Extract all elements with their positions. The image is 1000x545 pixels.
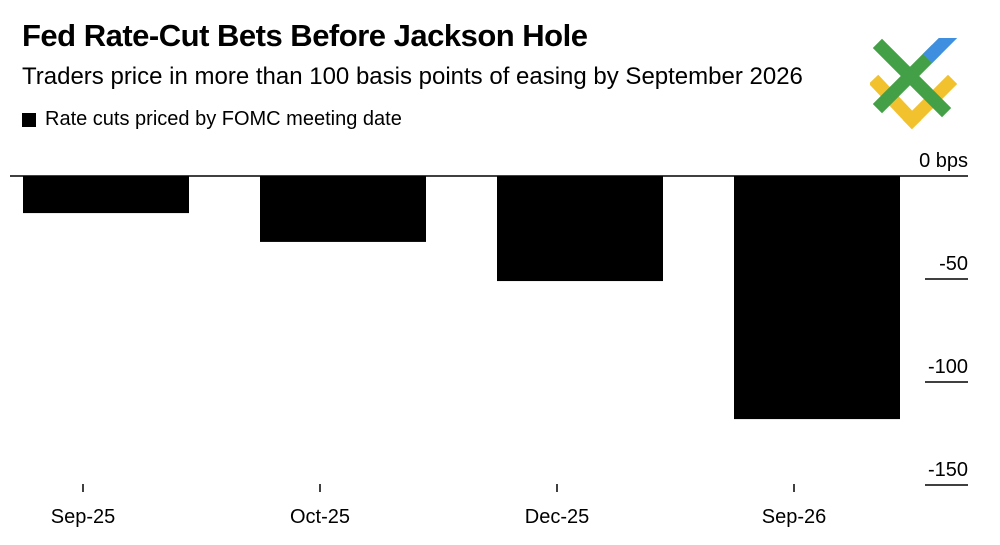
y-tick-label: 0 bps [919,150,968,172]
bar [497,176,663,282]
x-tick-label: Sep-26 [762,506,827,528]
logo-yellow-stroke [870,74,922,130]
legend: Rate cuts priced by FOMC meeting date [22,108,402,131]
logo-blue-stroke [922,38,958,64]
legend-label: Rate cuts priced by FOMC meeting date [45,108,402,130]
watermark-logo-icon [870,38,958,130]
bar [23,176,189,214]
y-tick-label: -150 [928,459,968,481]
x-tick-label: Dec-25 [525,506,589,528]
logo-green-stroke-2 [872,44,942,114]
x-tick-label: Oct-25 [290,506,350,528]
y-tick-label: -100 [928,356,968,378]
legend-swatch [22,112,36,127]
y-tick-label: -50 [939,253,968,275]
chart-subtitle: Traders price in more than 100 basis poi… [22,63,803,90]
x-tick-label: Sep-25 [51,506,116,528]
bar [734,176,900,420]
chart-title: Fed Rate-Cut Bets Before Jackson Hole [22,18,588,53]
bar [260,176,426,242]
